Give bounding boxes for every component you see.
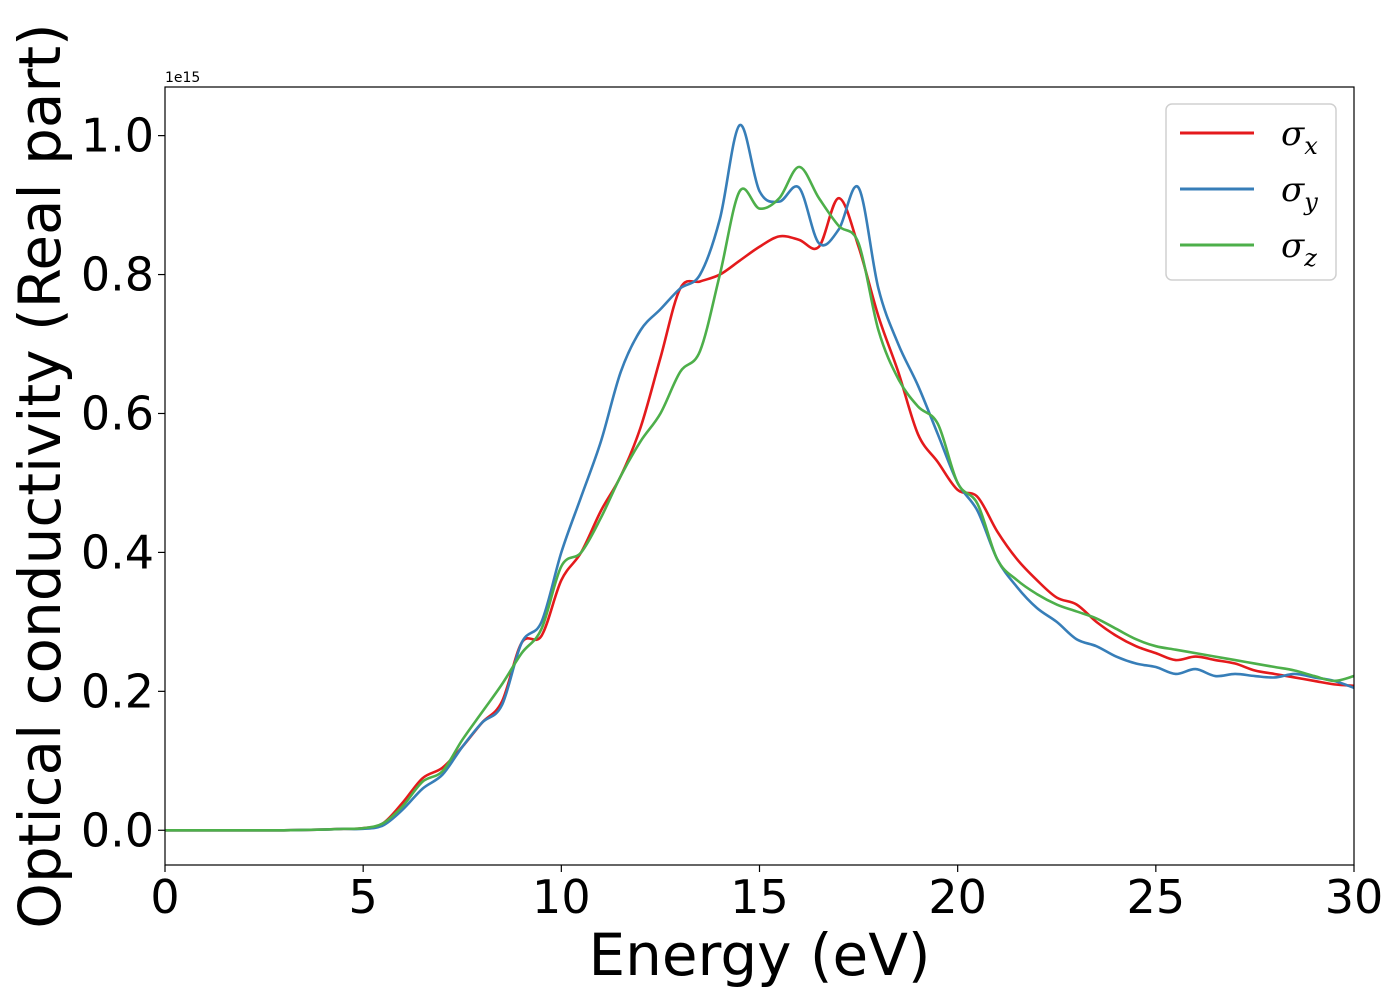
series-line-x [165,196,1354,832]
legend-subscript: z [1303,244,1317,272]
y-tick-label: 0.8 [81,248,154,302]
y-tick-label: 0.4 [81,525,154,579]
y-offset-text: 1e15 [165,70,200,86]
series-line-z [165,165,1354,832]
x-tick-label: 15 [730,870,789,924]
y-tick-label: 1.0 [81,109,154,163]
legend-box [1165,103,1337,281]
y-axis-title: Optical conductivity (Real part) [6,23,74,928]
legend-label-z: σz [1281,226,1317,272]
x-tick-label: 0 [150,870,179,924]
series-line-y [165,123,1354,832]
legend-symbol: σ [1281,226,1305,266]
y-tick-label: 0.0 [81,803,154,857]
series-layer [165,123,1354,832]
x-tick-label: 30 [1325,870,1384,924]
legend-label-x: σx [1281,114,1318,160]
legend-label-y: σy [1281,170,1318,216]
ticks-layer: 0 5 10 15 20 25 30 0.0 0.2 0.4 0.6 0.8 1.0 [81,109,1383,924]
legend-symbol: σ [1281,114,1305,154]
x-tick-label: 5 [349,870,378,924]
x-tick-label: 25 [1127,870,1186,924]
legend-subscript: y [1303,188,1318,216]
x-tick-label: 20 [928,870,987,924]
legend-subscript: x [1304,132,1318,160]
y-tick-label: 0.6 [81,386,154,440]
legend-symbol: σ [1281,170,1305,210]
y-tick-label: 0.2 [81,664,154,718]
x-axis-title: Energy (eV) [588,921,930,989]
x-tick-label: 10 [532,870,591,924]
